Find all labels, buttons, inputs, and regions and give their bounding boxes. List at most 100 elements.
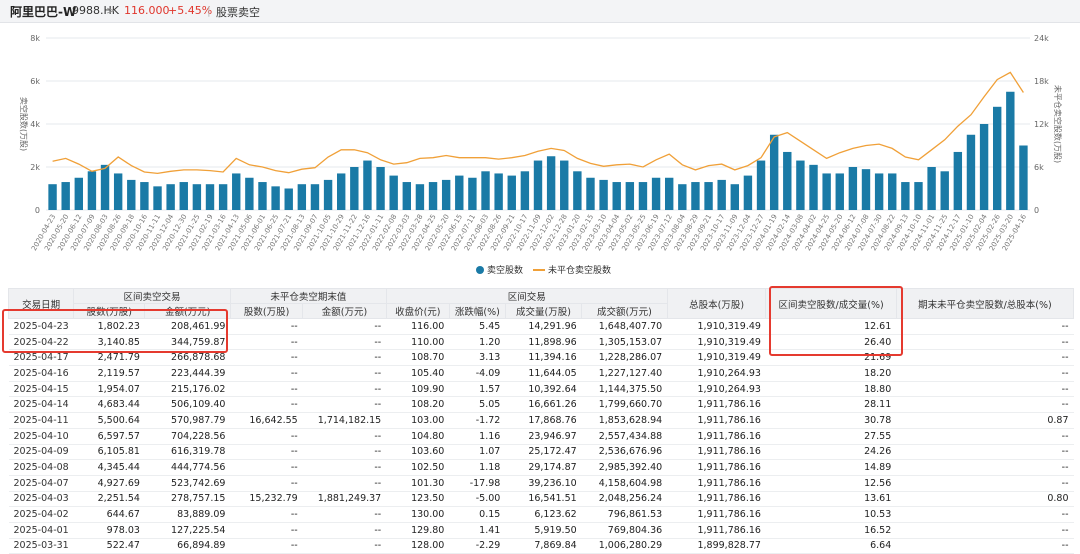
table-row[interactable]: 2025-04-14 4,683.44 506,109.40 -- -- 108.20 5.… <box>8 396 1074 414</box>
table-cell: 266,878.68 <box>144 349 231 367</box>
col-change-pct[interactable]: 涨跌幅(%) <box>448 303 506 319</box>
table-cell: -- <box>302 396 387 414</box>
y-left-tick-label: 6k <box>30 77 40 86</box>
table-cell: -- <box>230 538 303 554</box>
table-cell: 29,174.87 <box>505 459 582 476</box>
table-cell: 105.40 <box>386 365 450 382</box>
table-cell: 11,644.05 <box>505 365 582 382</box>
short-volume-bar <box>665 177 674 210</box>
short-volume-bar <box>507 175 516 210</box>
col-total-shares[interactable]: 总股本(万股) <box>666 288 767 319</box>
table-row[interactable]: 2025-04-08 4,345.44 444,774.56 -- -- 102.50 1.… <box>8 459 1074 476</box>
short-volume-bar <box>140 182 149 210</box>
table-cell: 1,305,153.07 <box>581 334 668 351</box>
table-row[interactable]: 2025-04-09 6,105.81 616,319.78 -- -- 103.60 1.… <box>8 444 1074 461</box>
col-trade-date[interactable]: 交易日期 <box>7 288 75 319</box>
table-cell: 2025-04-14 <box>8 396 74 414</box>
legend-item-open-short[interactable]: 未平仓卖空股数 <box>548 266 612 276</box>
col-short-ratio[interactable]: 区间卖空股数/成交量(%) <box>765 288 897 319</box>
table-cell: 1,911,786.16 <box>667 444 766 461</box>
col-open-short-ratio[interactable]: 期末未平仓卖空股数/总股本(%) <box>895 288 1075 319</box>
col-open-short-amount[interactable]: 金额(万元) <box>302 303 387 319</box>
table-cell: -- <box>230 318 303 335</box>
col-turnover[interactable]: 成交额(万元) <box>581 303 668 319</box>
table-cell: 1,954.07 <box>73 381 145 398</box>
table-cell: -- <box>302 522 387 539</box>
table-row[interactable]: 2025-03-31 522.47 66,894.89 -- -- 128.00 -2.29… <box>8 538 1074 554</box>
short-volume-bar <box>350 167 359 210</box>
chevron-right-icon: > <box>106 4 116 17</box>
short-volume-bar <box>612 182 621 210</box>
short-volume-bar <box>297 184 307 210</box>
legend-item-short-volume[interactable]: 卖空股数 <box>487 266 524 276</box>
short-selling-chart: 8k 6k 4k 2k 0 24k 18k 12k 6k 0 卖空股数(万股) 未平仓卖空股数(万股)… <box>19 34 1063 252</box>
table-cell: 6.64 <box>765 538 897 554</box>
table-cell: 10,392.64 <box>505 381 582 398</box>
table-cell: 2025-04-08 <box>8 459 74 476</box>
table-cell: 1,714,182.15 <box>302 412 387 429</box>
table-cell: 1.20 <box>449 334 506 351</box>
table-cell: -- <box>230 506 303 523</box>
col-open-short-shares[interactable]: 股数(万股) <box>229 303 304 319</box>
table-cell: 13.61 <box>765 491 897 508</box>
tab-short-selling[interactable]: 股票卖空 <box>216 6 260 19</box>
table-cell: 30.78 <box>765 412 897 429</box>
table-cell: 1,910,319.49 <box>667 349 766 367</box>
table-row[interactable]: 2025-04-03 2,251.54 278,757.15 15,232.79 1,8… <box>8 491 1074 508</box>
short-volume-bar <box>61 182 70 210</box>
table-row[interactable]: 2025-04-17 2,471.79 266,878.68 -- -- 108.70 3.… <box>8 349 1074 367</box>
table-row[interactable]: 2025-04-16 2,119.57 223,444.39 -- -- 105.40 -4… <box>8 365 1074 382</box>
table-cell: 1,911,786.16 <box>667 475 766 492</box>
short-volume-bar <box>586 177 595 210</box>
table-cell: 2025-04-10 <box>8 428 74 445</box>
table-cell: -- <box>302 459 387 476</box>
table-row[interactable]: 2025-04-23 1,802.23 208,461.99 -- -- 116.00 5.… <box>8 318 1074 335</box>
short-volume-bar <box>822 173 831 210</box>
table-cell: -- <box>896 428 1074 445</box>
table-row[interactable]: 2025-04-11 5,500.64 570,987.79 16,642.55 1,7… <box>8 412 1074 429</box>
table-cell: 23,946.97 <box>505 428 582 445</box>
table-cell: -- <box>230 459 303 476</box>
short-volume-bar <box>966 134 976 210</box>
short-volume-bar <box>100 164 110 210</box>
short-volume-bar <box>520 171 530 210</box>
col-short-amount[interactable]: 金额(万元) <box>144 303 231 319</box>
short-volume-bar <box>993 106 1002 210</box>
table-cell: 2025-04-07 <box>8 475 74 492</box>
col-volume[interactable]: 成交量(万股) <box>504 303 583 319</box>
table-cell: 5,500.64 <box>73 412 145 429</box>
col-short-shares[interactable]: 股数(万股) <box>73 303 146 319</box>
short-volume-bar <box>166 184 175 210</box>
table-cell: 1,910,319.49 <box>667 318 766 335</box>
table-cell: 6,597.57 <box>73 428 145 445</box>
table-row[interactable]: 2025-04-15 1,954.07 215,176.02 -- -- 109.90 1.… <box>8 381 1074 398</box>
table-row[interactable]: 2025-04-02 644.67 83,889.09 -- -- 130.00 0.15 6… <box>8 506 1074 523</box>
y-right-tick-label: 12k <box>1034 120 1049 129</box>
short-volume-bar <box>914 182 923 210</box>
short-volume-bar <box>783 151 792 210</box>
table-row[interactable]: 2025-04-01 978.03 127,225.54 -- -- 129.80 1.41… <box>8 522 1074 539</box>
table-cell: 2025-04-02 <box>8 506 74 523</box>
table-row[interactable]: 2025-04-10 6,597.57 704,228.56 -- -- 104.80 1.… <box>8 428 1074 445</box>
open-short-line <box>52 71 1024 175</box>
table-cell: 16,541.51 <box>505 491 582 508</box>
chart-legend: 卖空股数 未平仓卖空股数 <box>476 263 611 276</box>
short-volume-bar <box>599 179 608 210</box>
table-cell: 108.20 <box>386 396 450 414</box>
legend-line-swatch <box>533 269 546 271</box>
table-cell: -- <box>896 475 1074 492</box>
short-volume-bar <box>796 160 805 210</box>
table-cell: 1,227,127.40 <box>581 365 668 382</box>
col-close-price[interactable]: 收盘价(元) <box>385 303 450 319</box>
short-volume-bar <box>245 177 254 210</box>
table-cell: 7,869.84 <box>505 538 582 554</box>
stock-name[interactable]: 阿里巴巴-W <box>10 5 77 19</box>
table-row[interactable]: 2025-04-07 4,927.69 523,742.69 -- -- 101.30 -1… <box>8 475 1074 492</box>
short-volume-bar <box>979 124 989 210</box>
table-cell: 978.03 <box>73 522 145 539</box>
table-cell: 2,471.79 <box>73 349 145 367</box>
y-right-tick-label: 6k <box>1034 163 1044 172</box>
table-row[interactable]: 2025-04-22 3,140.85 344,759.87 -- -- 110.00 1.… <box>8 334 1074 351</box>
table-cell: -- <box>302 475 387 492</box>
short-volume-bar <box>625 182 635 210</box>
